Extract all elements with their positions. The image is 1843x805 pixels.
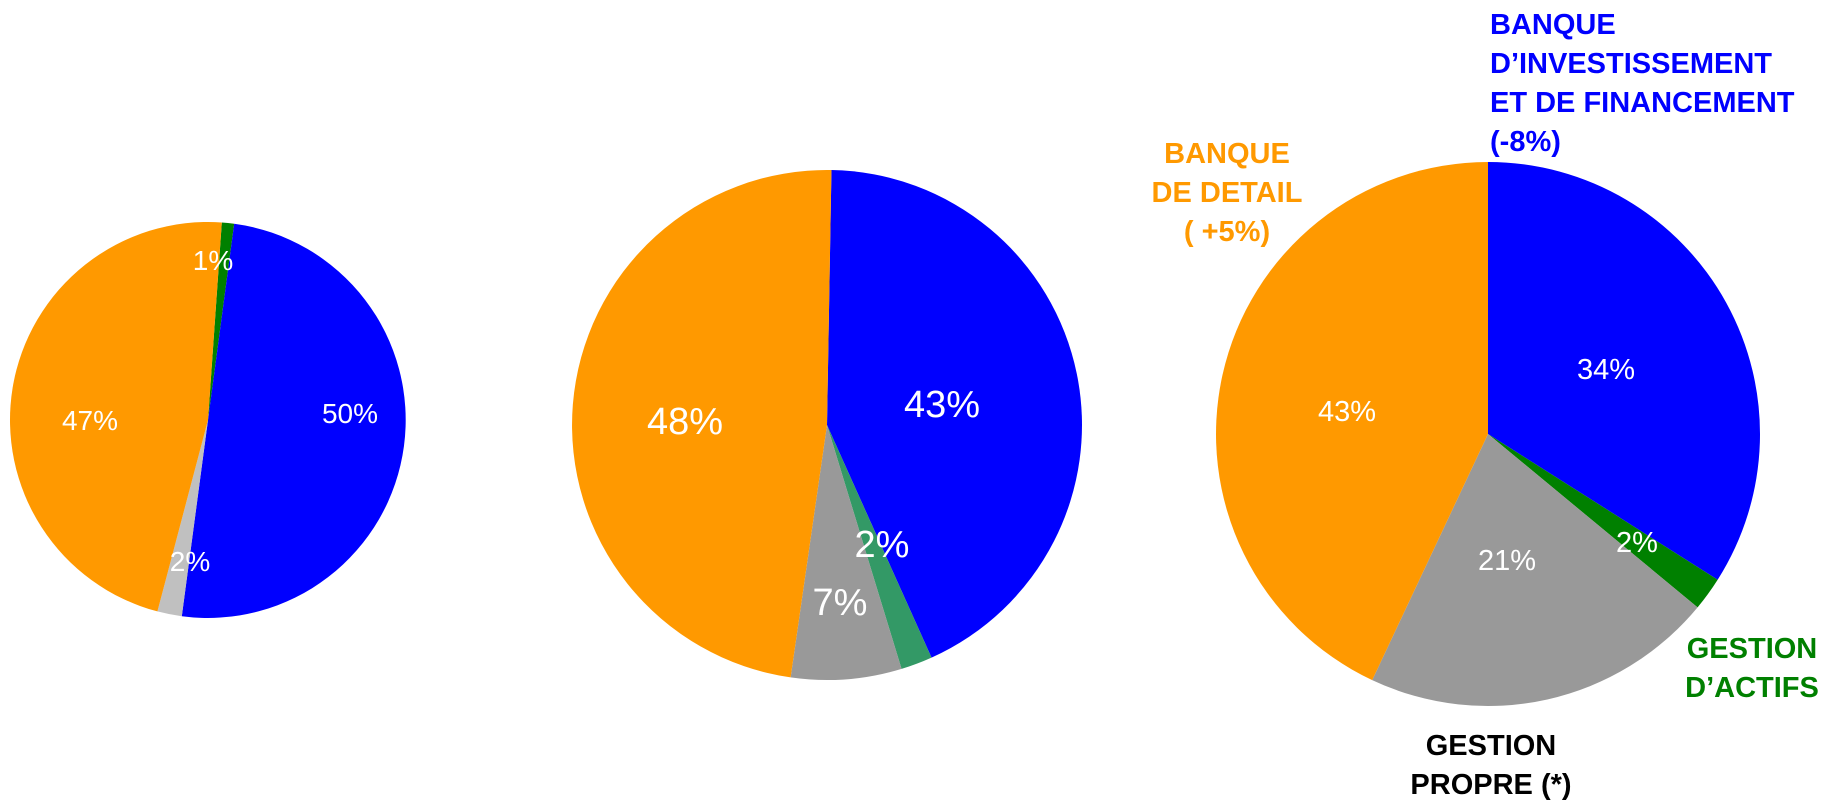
pie-slice-gestion-actifs [208, 222, 235, 420]
pie-slice-banque-investissement [181, 223, 406, 618]
pie-slice-value-label: 2% [1616, 527, 1658, 559]
legend-label-gestion-propre: GESTION PROPRE (*) [1396, 727, 1586, 805]
pie-slice-value-label: 2% [855, 524, 910, 566]
pie-slice-gestion-actifs [827, 425, 932, 669]
pie-chart-3: 34% 2% 21% 43% [1216, 162, 1760, 706]
pie-slice-value-label: 47% [62, 405, 118, 436]
pie-slice-gestion-propre [157, 420, 208, 617]
pie-chart-2: 43% 2% 7% 48% [572, 170, 1082, 680]
pie-slice-value-label: 34% [1577, 354, 1635, 386]
legend-label-line: DE DETAIL [1151, 177, 1303, 209]
pie-slice-gestion-propre [790, 425, 902, 680]
pie-slice-value-label: 43% [904, 384, 980, 426]
pie-slice-value-label: 21% [1478, 545, 1536, 577]
legend-label-line: BANQUE [1490, 9, 1616, 41]
pie-slice-banque-de-detail [9, 221, 222, 612]
pie-slice-banque-investissement [1488, 162, 1760, 580]
legend-label-line: GESTION [1425, 730, 1557, 762]
legend-label-line: D’INVESTISSEMENT [1490, 48, 1772, 80]
legend-label-line: D’ACTIFS [1685, 672, 1819, 704]
pie-slice-gestion-propre [1372, 434, 1698, 706]
pie-slice-value-label: 48% [647, 401, 723, 443]
pie-slice-value-label: 1% [193, 245, 233, 276]
pie-chart-1: 1% 50% 2% 47% [9, 221, 406, 618]
pie-slice-value-label: 2% [170, 546, 210, 577]
pie-slice-banque-de-detail [572, 170, 832, 678]
legend-label-line: BANQUE [1164, 138, 1290, 170]
legend-label-line: GESTION [1686, 633, 1818, 665]
legend-label-line: ( +5%) [1183, 216, 1271, 248]
legend-label-gestion-actifs: GESTION D’ACTIFS [1672, 630, 1832, 708]
legend-label-banque-de-detail: BANQUE DE DETAIL ( +5%) [1142, 135, 1312, 252]
pie-slice-value-label: 7% [813, 582, 868, 624]
legend-label-banque-investissement: BANQUE D’INVESTISSEMENT ET DE FINANCEMEN… [1490, 6, 1795, 162]
pie-slice-banque-de-detail [1216, 162, 1488, 681]
pie-slice-gestion-actifs [1488, 434, 1718, 608]
pie-slice-banque-investissement [827, 170, 1082, 658]
pie-slice-value-label: 43% [1318, 396, 1376, 428]
legend-label-line: ET DE FINANCEMENT [1490, 87, 1795, 119]
legend-label-line: PROPRE (*) [1410, 769, 1572, 801]
pie-slice-value-label: 50% [322, 398, 378, 429]
legend-label-line: (-8%) [1490, 126, 1561, 158]
